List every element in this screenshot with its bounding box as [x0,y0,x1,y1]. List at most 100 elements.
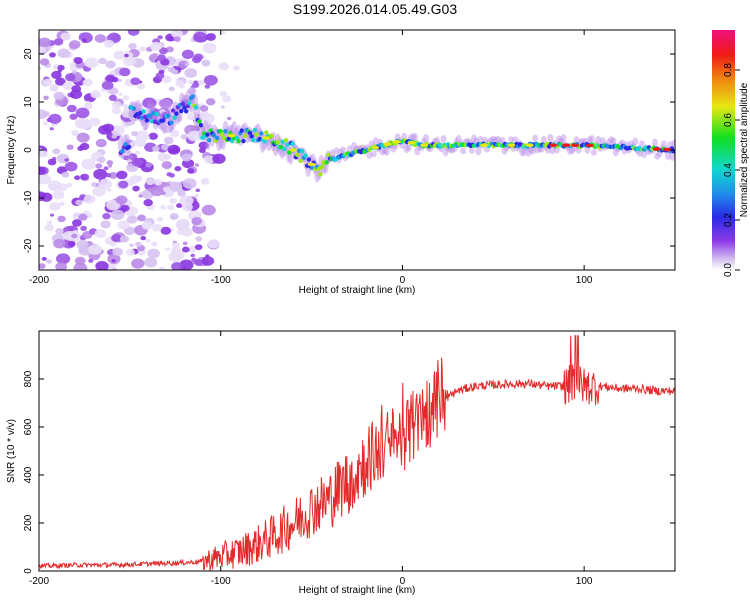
spectrogram-speckle [103,39,115,48]
spectrogram-speckle [233,65,240,71]
spectrogram-ridge-cell [226,136,231,141]
spectrogram-speckle [179,195,194,207]
snr-panel: -200 -100 0 100 0 200 400 600 800 Height of stra… [6,330,676,596]
spectrogram-speckle [91,182,98,188]
spectrogram-speckle [177,189,187,197]
spectrogram-ridge-cell [180,101,186,107]
spectrogram-ridge-cell [223,129,228,134]
spectrogram-speckle [72,219,82,227]
spectrogram-speckle [111,234,122,243]
spectrogram-speckle [88,117,101,127]
spectrogram-halo [161,121,168,135]
spectrogram-halo [409,133,416,142]
snr-frame [38,330,676,572]
spectrogram-speckle [98,57,107,65]
spectrogram-ridge-cell [282,146,287,152]
snr-plot-area [39,331,675,571]
spectrogram-ridge-cell [200,135,205,140]
spectrogram-speckle [93,168,108,180]
spectrogram-speckle [113,50,126,60]
spectrogram-halo [632,137,639,146]
spectrogram-speckle [148,132,159,140]
spectrogram-ridge-cell [316,166,321,172]
spectrogram-speckle [176,203,183,208]
spectrogram-speckle [160,226,172,235]
snr-ticks: -200 -100 0 100 0 200 400 600 800 [23,331,675,587]
spectrogram-speckle [63,230,76,241]
spectrogram-speckle [94,34,106,43]
spectrogram-ridge-cell [190,94,195,99]
spectrogram-speckle [198,141,209,150]
spectrogram-speckle [111,107,121,115]
spectrogram-speckle [186,111,199,121]
spectrogram-speckle [88,244,103,255]
colorbar-tick-label: 0.2 [723,213,734,227]
spectrogram-ylabel: Frequency (Hz) [6,116,17,185]
spectrogram-speckle [69,62,76,67]
spectrogram-halo [518,146,525,157]
spectrogram-speckle [169,197,177,204]
spectrogram-speckle [49,52,56,58]
spectrogram-speckle [74,256,86,266]
spectrogram-speckle [181,246,190,253]
spectrogram-speckle [71,233,78,239]
spectrogram-speckle [128,42,137,50]
spectrogram-speckle [130,77,141,86]
spectrogram-speckle [173,36,181,42]
snr-series-line [39,335,675,571]
spectrogram-speckle [179,259,194,270]
spectrogram-halo [521,146,528,157]
spectrogram-speckle [39,166,46,175]
spectrogram-ridge-cell [179,108,184,114]
spectrogram-blobs [39,30,675,270]
spectrogram-speckle [119,235,130,243]
spectrogram-speckle [163,136,174,145]
spectrogram-speckle [147,248,161,259]
spectrogram-hotspot [307,162,316,167]
spectrogram-speckle [111,259,116,263]
spectrogram-speckle [69,113,78,120]
x-tick-label: -200 [29,576,49,587]
spectrogram-ridge-cell [187,100,192,106]
spectrogram-speckle [51,70,62,80]
spectrogram-speckle [134,137,147,148]
spectrogram-halo [351,142,358,151]
snr-ylabel: SNR (10 * v/v) [6,419,17,483]
spectrogram-halo [654,152,661,160]
y-tick-label: 0 [23,568,34,574]
spectrogram-speckle [111,134,118,139]
y-tick-label: 10 [23,96,34,108]
spectrogram-speckle [195,236,203,242]
y-tick-label: 0 [23,147,34,153]
spectrogram-speckle [84,57,99,69]
spectrogram-speckle [57,64,65,71]
spectrogram-hotspot [420,143,429,147]
spectrogram-speckle [198,147,206,154]
spectrogram-speckle [39,37,51,48]
spectrogram-halo [370,150,377,158]
spectrogram-speckle [144,135,150,140]
spectrogram-halo [460,147,467,155]
spectrogram-ridge-cell [324,160,330,165]
spectrogram-speckle [205,98,216,106]
spectrogram-speckle [159,266,165,270]
spectrogram-speckle [78,213,88,221]
x-tick-label: -100 [211,275,231,286]
spectrogram-ridge-cell [193,105,199,110]
spectrogram-speckle [151,241,158,247]
spectrogram-hotspot [663,147,672,152]
spectrogram-speckle [66,144,74,150]
spectrogram-speckle [49,127,54,131]
spectrogram-ridge-cell [138,110,143,116]
spectrogram-speckle [55,262,68,270]
spectrogram-halo [231,121,238,138]
spectrogram-speckle [67,240,76,247]
spectrogram-halo [126,150,133,165]
spectrogram-ridge-cell [161,118,166,123]
spectrogram-speckle [187,130,202,142]
spectrogram-halo [423,133,430,143]
spectrogram-ridge-cell [154,111,159,117]
spectrogram-ridge-cell [264,130,269,135]
